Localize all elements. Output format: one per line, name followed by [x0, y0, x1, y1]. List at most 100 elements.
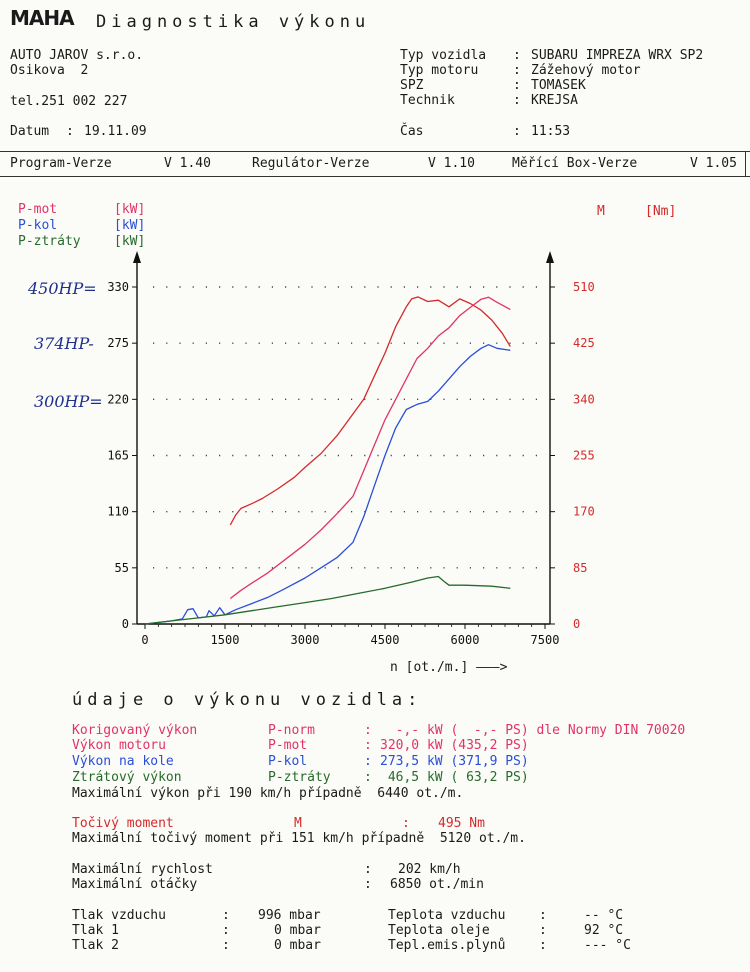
torque-value: 495 Nm	[438, 816, 485, 831]
date-label: Datum	[10, 124, 50, 139]
max-rpm-value: 6850 ot./min	[390, 877, 484, 892]
max-speed-sep: :	[364, 862, 372, 877]
engine-type-label: Typ motoru	[400, 63, 479, 78]
max-speed-value: 202 km/h	[398, 862, 461, 877]
maha-logo: MAHA	[10, 6, 75, 30]
spz-value: TOMASEK	[531, 78, 586, 93]
result-sep: :	[364, 723, 372, 738]
left-tick-label: 0	[122, 617, 129, 631]
result-key: P-mot	[268, 738, 308, 753]
series-line-p-kol	[144, 344, 511, 625]
max-torque-line: Maximální točivý moment při 151 km/h pří…	[72, 831, 526, 846]
chart-series	[144, 296, 511, 625]
pressure2-sep: :	[222, 938, 230, 953]
vehicle-type-value: SUBARU IMPREZA WRX SP2	[531, 48, 704, 63]
result-label: Korigovaný výkon	[72, 723, 198, 738]
left-tick-label: 330	[107, 280, 129, 294]
x-tick-label: 3000	[291, 633, 320, 647]
right-tick-label: 170	[573, 505, 595, 519]
vehicle-type-sep: :	[513, 48, 521, 63]
program-version-label: Program-Verze	[10, 156, 112, 171]
version-bar-top-rule	[0, 151, 750, 152]
chart-grid	[153, 286, 541, 569]
torque-key: M	[294, 816, 302, 831]
x-tick-label: 0	[141, 633, 148, 647]
date-value: 19.11.09	[84, 124, 147, 139]
engine-type-value: Zážehový motor	[531, 63, 641, 78]
legend-pztraty-unit: [kW]	[114, 234, 146, 249]
time-sep: :	[513, 124, 521, 139]
box-version-label: Měřící Box-Verze	[512, 156, 638, 171]
right-tick-label: 0	[573, 617, 580, 631]
version-bar-right-divider	[745, 151, 746, 177]
right-tick-label: 510	[573, 280, 595, 294]
torque-label: Točivý moment	[72, 816, 174, 831]
max-speed-label: Maximální rychlost	[72, 862, 213, 877]
company-phone: tel.251 002 227	[10, 94, 128, 109]
handwritten-note-374hp: 374HP-	[34, 334, 94, 353]
spz-sep: :	[513, 78, 521, 93]
result-sep: :	[364, 754, 372, 769]
legend-torque: M	[597, 204, 605, 219]
time-label: Čas	[400, 124, 424, 139]
max-rpm-sep: :	[364, 877, 372, 892]
regulator-version: V 1.10	[428, 156, 475, 171]
x-tick-label: 6000	[451, 633, 480, 647]
exhaust-temp-sep: :	[539, 938, 547, 953]
right-tick-label: 340	[573, 392, 595, 406]
x-tick-label: 7500	[531, 633, 560, 647]
pressure1-sep: :	[222, 923, 230, 938]
vehicle-type-label: Typ vozidla	[400, 48, 487, 63]
company-name: AUTO JAROV s.r.o.	[10, 48, 144, 63]
left-axis-arrow	[133, 251, 141, 263]
oil-temp-value: 92 °C	[584, 923, 624, 938]
result-value: 46,5 kW ( 63,2 PS)	[380, 770, 529, 785]
pressure1-label: Tlak 1	[72, 923, 119, 938]
legend-pkol-unit: [kW]	[114, 218, 146, 233]
technician-value: KREJSA	[531, 93, 578, 108]
air-temp-sep: :	[539, 908, 547, 923]
page-title: Diagnostika výkonu	[96, 12, 371, 32]
technician-label: Technik	[400, 93, 455, 108]
left-tick-label: 165	[107, 449, 129, 463]
series-line-m	[229, 296, 511, 526]
result-label: Ztrátový výkon	[72, 770, 182, 785]
right-tick-label: 85	[573, 561, 587, 575]
pressure1-value: 0 mbar	[274, 923, 321, 938]
result-label: Výkon na kole	[72, 754, 174, 769]
result-value: 273,5 kW (371,9 PS)	[380, 754, 529, 769]
pressure2-value: 0 mbar	[274, 938, 321, 953]
program-version: V 1.40	[164, 156, 211, 171]
oil-temp-label: Teplota oleje	[388, 923, 490, 938]
exhaust-temp-value: --- °C	[584, 938, 631, 953]
time-value: 11:53	[531, 124, 571, 139]
spz-label: SPZ	[400, 78, 424, 93]
right-tick-label: 425	[573, 336, 595, 350]
chart-axes	[133, 251, 554, 625]
air-temp-value: -- °C	[584, 908, 624, 923]
chart-ticks: 0 55 110 165 220 275 330 0 85 170 255 340 425 510 0 150…	[107, 280, 594, 647]
box-version: V 1.05	[690, 156, 737, 171]
series-line-p-mot	[229, 296, 511, 600]
result-key: P-kol	[268, 754, 308, 769]
oil-temp-sep: :	[539, 923, 547, 938]
date-sep: :	[66, 124, 74, 139]
x-tick-label: 4500	[371, 633, 400, 647]
right-tick-label: 255	[573, 449, 595, 463]
result-label: Výkon motoru	[72, 738, 166, 753]
version-bar-bottom-rule	[0, 176, 750, 177]
result-key: P-norm	[268, 723, 315, 738]
result-value: 320,0 kW (435,2 PS)	[380, 738, 529, 753]
handwritten-note-450hp: 450HP=	[28, 279, 97, 298]
pressure2-label: Tlak 2	[72, 938, 119, 953]
air-pressure-label: Tlak vzduchu	[72, 908, 166, 923]
legend-pmot: P-mot	[18, 202, 58, 217]
engine-type-sep: :	[513, 63, 521, 78]
exhaust-temp-label: Tepl.emis.plynů	[388, 938, 506, 953]
air-temp-label: Teplota vzduchu	[388, 908, 506, 923]
x-tick-label: 1500	[211, 633, 240, 647]
legend-torque-unit: [Nm]	[645, 204, 677, 219]
left-tick-label: 55	[115, 561, 129, 575]
legend-pkol: P-kol	[18, 218, 58, 233]
company-street: Osikova 2	[10, 63, 89, 78]
